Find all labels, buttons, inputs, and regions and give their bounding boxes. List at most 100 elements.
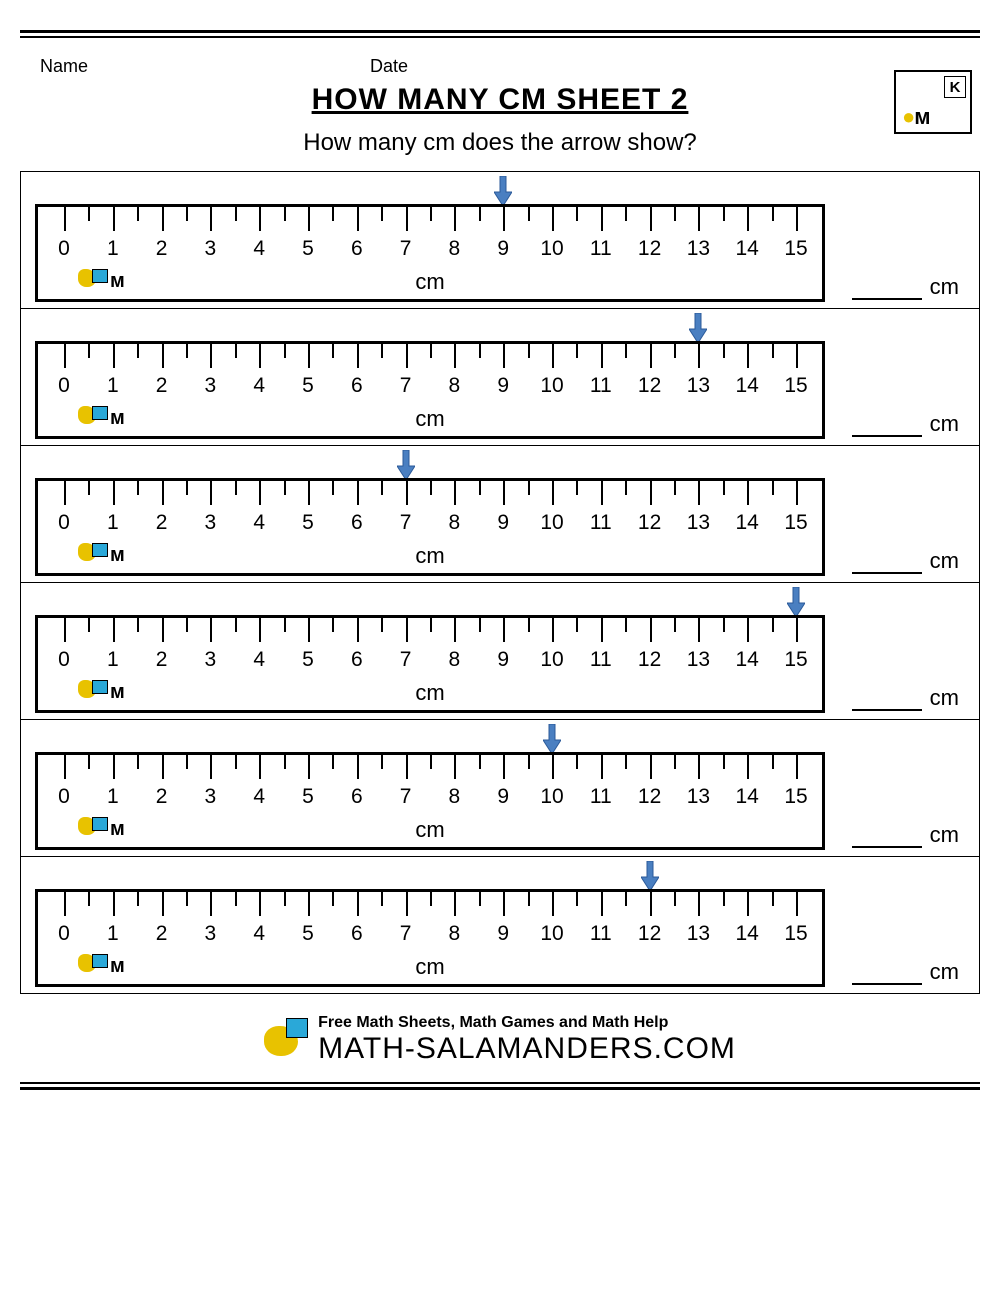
question-row: 0123456789101112131415cmᴍ cm xyxy=(21,583,979,720)
minor-tick xyxy=(479,207,481,221)
ruler: 0123456789101112131415cmᴍ xyxy=(35,752,825,850)
tick-label: 4 xyxy=(253,785,265,809)
major-tick xyxy=(64,207,66,231)
minor-tick xyxy=(88,892,90,906)
minor-tick xyxy=(186,755,188,769)
major-tick xyxy=(210,344,212,368)
tick-label: 14 xyxy=(736,785,759,809)
minor-tick xyxy=(186,207,188,221)
minor-tick xyxy=(625,207,627,221)
tick-label: 12 xyxy=(638,648,661,672)
answer-blank[interactable] xyxy=(852,280,922,300)
tick-label: 5 xyxy=(302,511,314,535)
top-rule xyxy=(20,36,980,38)
tick-label: 14 xyxy=(736,237,759,261)
minor-tick xyxy=(284,892,286,906)
tick-label: 1 xyxy=(107,922,119,946)
major-tick xyxy=(308,207,310,231)
salamander-icon xyxy=(264,1018,308,1062)
answer-blank[interactable] xyxy=(852,965,922,985)
minor-tick xyxy=(381,892,383,906)
tick-label: 12 xyxy=(638,785,661,809)
tick-label: 1 xyxy=(107,511,119,535)
major-tick xyxy=(113,755,115,779)
question-row: 0123456789101112131415cmᴍcm xyxy=(21,309,979,446)
tick-label: 14 xyxy=(736,374,759,398)
tick-label: 9 xyxy=(497,237,509,261)
minor-tick xyxy=(235,207,237,221)
answer-blank[interactable] xyxy=(852,554,922,574)
minor-tick xyxy=(625,618,627,632)
major-tick xyxy=(406,618,408,642)
minor-tick xyxy=(88,344,90,358)
tick-label: 7 xyxy=(400,648,412,672)
major-tick xyxy=(698,481,700,505)
major-tick xyxy=(162,344,164,368)
major-tick xyxy=(357,481,359,505)
pointer-arrow-icon xyxy=(543,724,561,754)
ruler-labels: 0123456789101112131415 xyxy=(38,785,822,813)
tick-label: 4 xyxy=(253,374,265,398)
major-tick xyxy=(796,755,798,779)
answer-blank[interactable] xyxy=(852,417,922,437)
tick-label: 11 xyxy=(590,785,612,809)
minor-tick xyxy=(381,207,383,221)
tick-label: 7 xyxy=(400,785,412,809)
minor-tick xyxy=(235,344,237,358)
answer-field: cm xyxy=(852,685,965,711)
tick-label: 0 xyxy=(58,511,70,535)
major-tick xyxy=(698,618,700,642)
ruler-ticks xyxy=(38,481,822,509)
tick-label: 4 xyxy=(253,648,265,672)
major-tick xyxy=(210,618,212,642)
pointer-arrow-icon xyxy=(689,313,707,343)
minor-tick xyxy=(772,344,774,358)
tick-label: 15 xyxy=(784,511,807,535)
major-tick xyxy=(601,207,603,231)
major-tick xyxy=(357,618,359,642)
minor-tick xyxy=(137,892,139,906)
major-tick xyxy=(357,207,359,231)
tick-label: 10 xyxy=(540,511,563,535)
major-tick xyxy=(210,755,212,779)
tick-label: 10 xyxy=(540,374,563,398)
major-tick xyxy=(357,755,359,779)
tick-label: 6 xyxy=(351,922,363,946)
major-tick xyxy=(406,755,408,779)
ruler-watermark-icon: ᴍ xyxy=(78,818,124,841)
ruler-ticks xyxy=(38,618,822,646)
major-tick xyxy=(796,481,798,505)
major-tick xyxy=(210,892,212,916)
answer-blank[interactable] xyxy=(852,691,922,711)
major-tick xyxy=(259,755,261,779)
minor-tick xyxy=(625,755,627,769)
ruler: 0123456789101112131415cmᴍ xyxy=(35,615,825,713)
answer-unit: cm xyxy=(930,685,959,711)
tick-label: 2 xyxy=(156,922,168,946)
tick-label: 3 xyxy=(205,374,217,398)
major-tick xyxy=(650,755,652,779)
answer-blank[interactable] xyxy=(852,828,922,848)
minor-tick xyxy=(576,755,578,769)
major-tick xyxy=(259,207,261,231)
major-tick xyxy=(64,618,66,642)
major-tick xyxy=(357,344,359,368)
major-tick xyxy=(503,618,505,642)
ruler: 0123456789101112131415cmᴍ xyxy=(35,889,825,987)
tick-label: 11 xyxy=(590,374,612,398)
minor-tick xyxy=(528,892,530,906)
minor-tick xyxy=(576,481,578,495)
major-tick xyxy=(308,481,310,505)
major-tick xyxy=(259,481,261,505)
major-tick xyxy=(308,344,310,368)
major-tick xyxy=(406,207,408,231)
minor-tick xyxy=(772,618,774,632)
ruler-with-arrow: 0123456789101112131415cmᴍ xyxy=(35,454,825,576)
minor-tick xyxy=(430,207,432,221)
tick-label: 0 xyxy=(58,374,70,398)
tick-label: 6 xyxy=(351,785,363,809)
question-row: 0123456789101112131415cmᴍcm xyxy=(21,720,979,857)
major-tick xyxy=(210,207,212,231)
minor-tick xyxy=(88,207,90,221)
ruler-unit-label: cm xyxy=(415,406,444,432)
